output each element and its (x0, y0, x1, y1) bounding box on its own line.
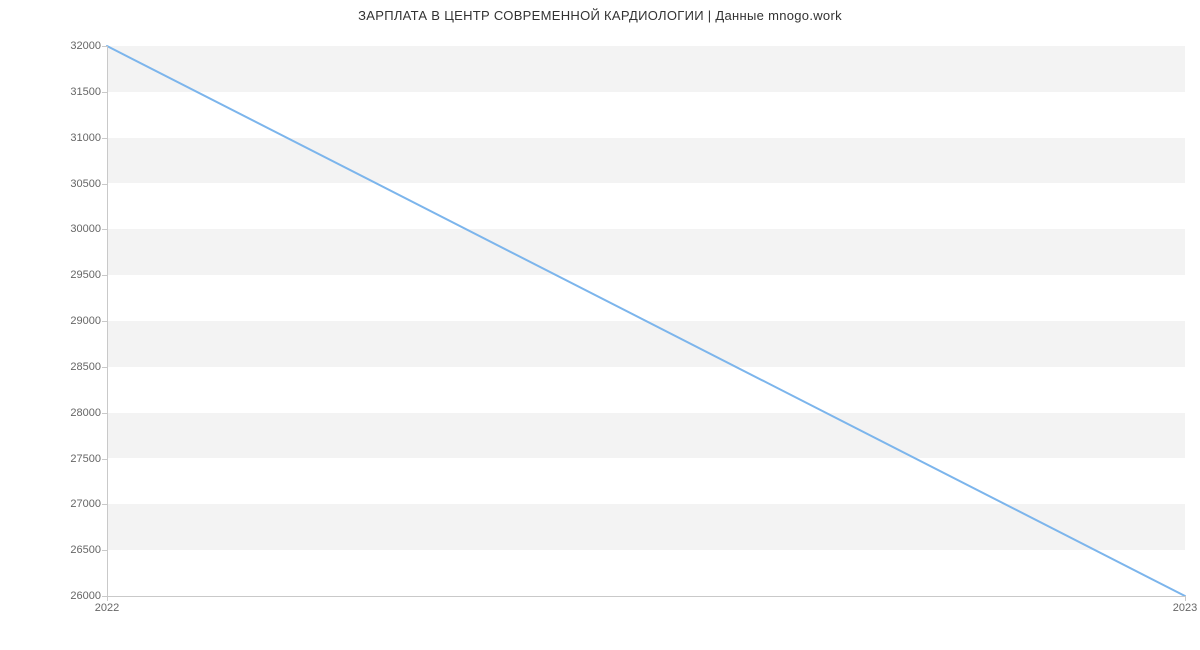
y-axis-line (107, 46, 108, 596)
plot-area: 2600026500270002750028000285002900029500… (107, 46, 1185, 596)
series-line (107, 46, 1185, 596)
salary-line-chart: ЗАРПЛАТА В ЦЕНТР СОВРЕМЕННОЙ КАРДИОЛОГИИ… (0, 0, 1200, 650)
x-tick-mark (1185, 596, 1186, 601)
chart-title: ЗАРПЛАТА В ЦЕНТР СОВРЕМЕННОЙ КАРДИОЛОГИИ… (0, 8, 1200, 23)
line-series-layer (107, 46, 1185, 596)
x-axis-line (107, 596, 1185, 597)
